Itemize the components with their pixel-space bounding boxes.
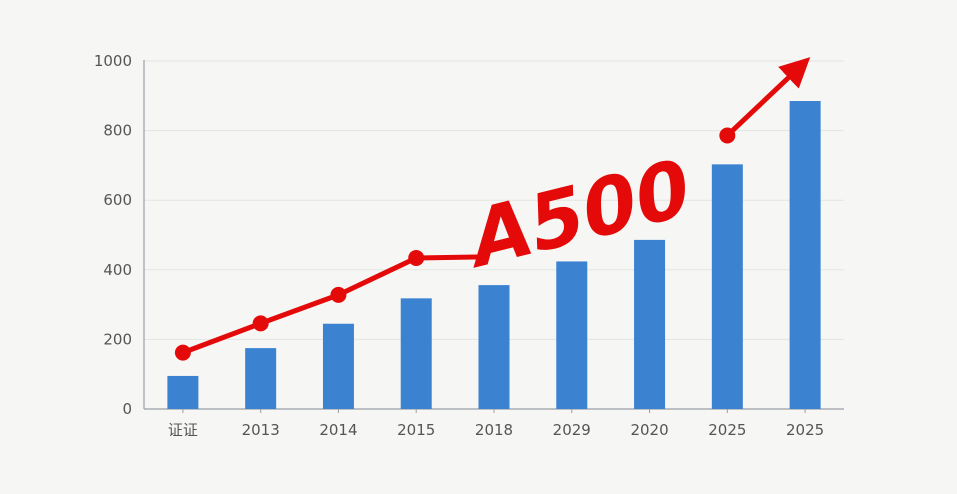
bar [789,101,821,410]
trend-line [174,57,811,361]
bar [167,375,199,409]
bar [478,285,510,409]
x-tick-labels: 证证 2013 2014 2015 2018 2029 2020 2025 2025 [168,409,824,439]
x-tick-label: 2025 [708,421,746,439]
trend-point [252,315,269,332]
trend-point [408,249,425,266]
x-tick-label: 证证 [168,421,198,439]
x-tick-label: 2014 [319,421,357,439]
y-tick-labels: 0 200 400 600 800 1000 [94,52,132,418]
bar [711,164,743,409]
trend-point [719,127,736,144]
bar [556,261,588,409]
x-tick-label: 2015 [397,421,435,439]
x-tick-label: 2029 [553,421,591,439]
x-tick-label: 2020 [630,421,668,439]
y-tick-label: 800 [103,122,132,140]
y-tick-label: 0 [122,400,132,418]
bar [634,239,666,409]
bars [167,101,821,410]
trend-arrow [724,57,811,138]
x-tick-label: 2013 [242,421,280,439]
x-tick-label: 2025 [786,421,824,439]
x-tick-label: 2018 [475,421,513,439]
bar [245,348,277,409]
bar [322,323,354,409]
y-tick-label: 400 [103,261,132,279]
y-tick-label: 1000 [94,52,132,70]
bar [400,298,432,409]
y-tick-label: 200 [103,330,132,348]
y-tick-label: 600 [103,191,132,209]
trend-point [174,344,191,361]
trend-point [330,286,347,303]
